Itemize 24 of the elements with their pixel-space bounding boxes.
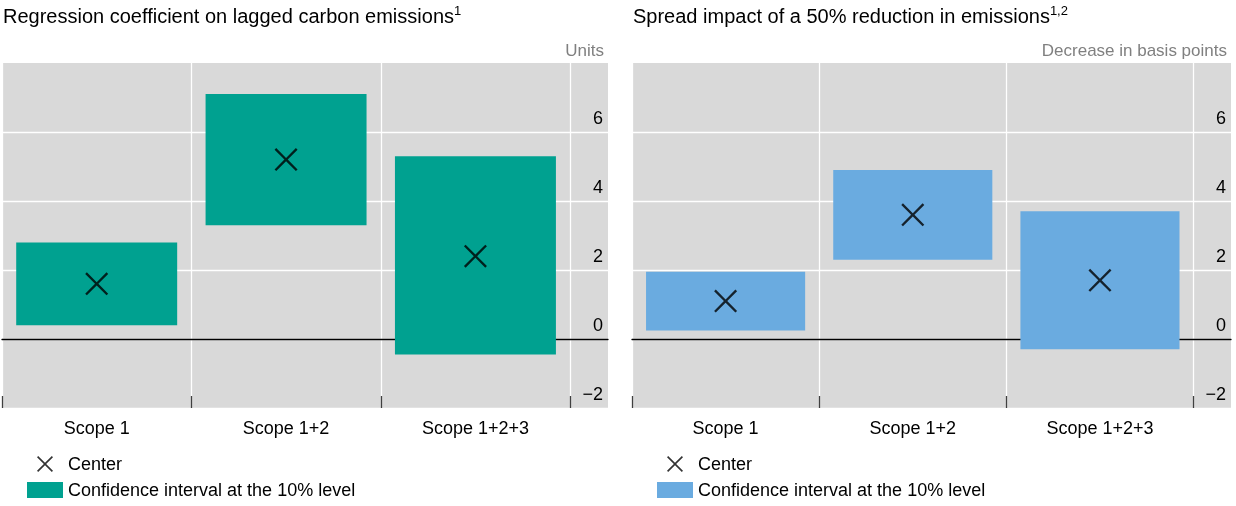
y-tick-label: 0 xyxy=(1215,315,1226,335)
chart-title: Spread impact of a 50% reduction in emissions$^{1,2}$ xyxy=(633,3,1068,28)
y-axis-title: Decrease in basis points xyxy=(1041,41,1227,61)
x-tick-label: Scope 1 xyxy=(692,418,759,438)
x-tick-label: Scope 1+2 xyxy=(869,418,957,438)
x-tick-label: Scope 1+2 xyxy=(242,418,330,438)
y-tick-label: 0 xyxy=(592,315,603,335)
y-tick-label: 6 xyxy=(1215,108,1226,128)
y-tick-label: −2 xyxy=(582,384,603,404)
y-tick-label: 6 xyxy=(592,108,603,128)
y-tick-label: −2 xyxy=(1205,384,1226,404)
y-axis-title: Units xyxy=(565,41,604,61)
chart-title: Regression coefficient on lagged carbon emissions$^{1}$ xyxy=(3,3,462,28)
legend-label: Center xyxy=(68,454,123,474)
legend-label: Confidence interval at the 10% level xyxy=(698,480,986,500)
x-tick-label: Scope 1+2+3 xyxy=(421,418,529,438)
legend-label: Confidence interval at the 10% level xyxy=(68,480,356,500)
x-tick-label: Scope 1+2+3 xyxy=(1046,418,1154,438)
legend-label: Center xyxy=(698,454,753,474)
y-tick-label: 4 xyxy=(1215,177,1226,197)
y-tick-label: 4 xyxy=(592,177,603,197)
x-tick-label: Scope 1 xyxy=(63,418,130,438)
y-tick-label: 2 xyxy=(1215,246,1226,266)
y-tick-label: 2 xyxy=(592,246,603,266)
